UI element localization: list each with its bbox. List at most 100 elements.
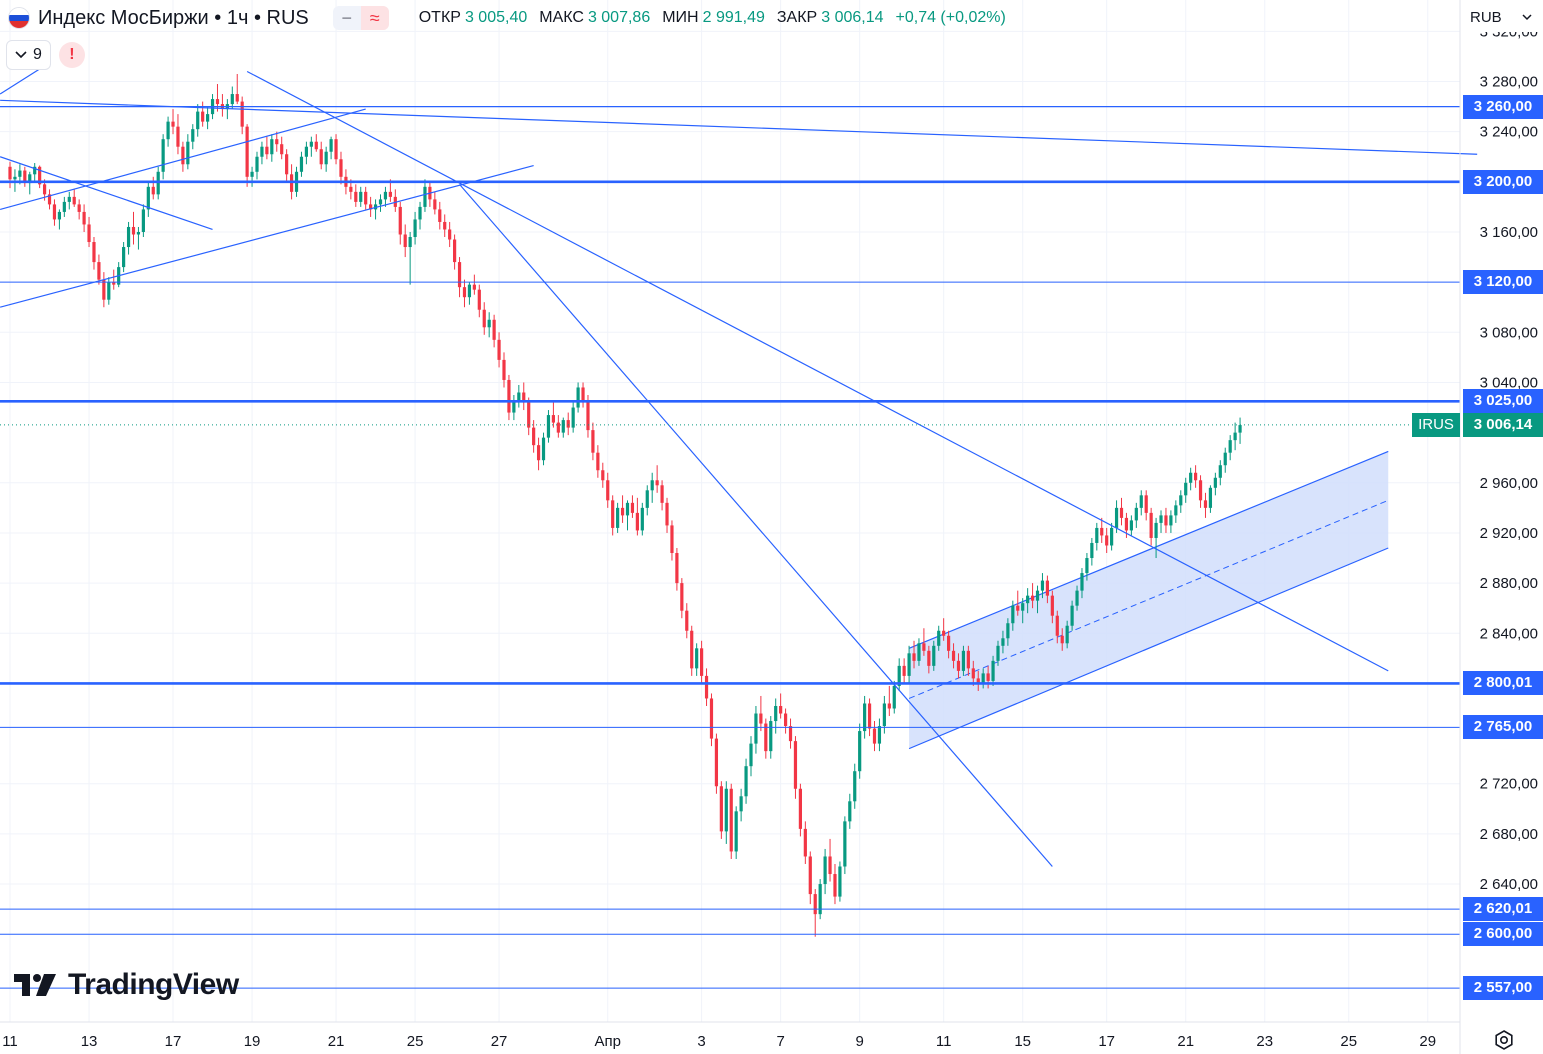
price-axis-label[interactable]: 3 160,00 [1480, 224, 1538, 241]
candle-body [1070, 605, 1074, 626]
channel-fill[interactable] [909, 451, 1389, 749]
time-axis-label[interactable]: 7 [776, 1033, 784, 1050]
candle-body [714, 738, 719, 787]
candle [700, 640, 704, 684]
parallel-channel[interactable] [908, 450, 1389, 750]
level-price-tag[interactable]: 3 260,00 [1463, 94, 1543, 119]
tradingview-logo[interactable]: TradingView [14, 968, 239, 1002]
trendline[interactable] [459, 183, 1053, 867]
candle [1218, 460, 1222, 486]
symbol-title[interactable]: Индекс МосБиржи • 1ч • RUS [38, 6, 309, 29]
price-axis-label[interactable]: 2 640,00 [1480, 876, 1538, 893]
time-axis-label[interactable]: 17 [165, 1033, 182, 1050]
candle [808, 851, 812, 905]
candle-body [423, 186, 427, 207]
time-axis-label[interactable]: 9 [856, 1033, 864, 1050]
candle-body [270, 139, 274, 155]
candle-body [1021, 603, 1025, 611]
trendlines-layer[interactable] [0, 68, 1478, 867]
candle-body [1026, 595, 1030, 604]
candle-body [606, 480, 610, 501]
candle-body [1194, 472, 1198, 481]
ohlc-high-value: 3 007,86 [587, 9, 651, 26]
time-axis-label[interactable]: 11 [936, 1033, 952, 1050]
time-axis-label[interactable]: 21 [328, 1033, 345, 1050]
candle [1194, 465, 1198, 488]
level-price-tag[interactable]: 2 557,00 [1463, 976, 1543, 1001]
chart-settings-button[interactable] [1490, 1026, 1518, 1054]
time-axis-label[interactable]: 25 [407, 1033, 424, 1050]
level-price-tag[interactable]: 3 025,00 [1463, 389, 1543, 414]
candle [146, 181, 150, 217]
time-axis-label[interactable]: 21 [1177, 1033, 1194, 1050]
price-axis-label[interactable]: 2 920,00 [1480, 525, 1538, 542]
level-price-tag[interactable]: 2 600,00 [1463, 922, 1543, 947]
warning-icon[interactable]: ! [58, 42, 85, 68]
channel-upper-line[interactable] [908, 450, 1389, 649]
candle [650, 472, 654, 503]
candle [334, 134, 338, 165]
candle [260, 141, 264, 165]
price-axis-label[interactable]: 3 080,00 [1480, 324, 1538, 341]
time-axis[interactable]: 11 13 17 19 21 25 27 Апр 3 7 9 11 15 17 21 23 25 29 [2, 1033, 1436, 1050]
time-axis-label[interactable]: 17 [1098, 1033, 1115, 1050]
candle-body [1030, 595, 1035, 601]
time-axis-label[interactable]: 11 [2, 1033, 18, 1050]
price-axis-label[interactable]: 2 680,00 [1480, 826, 1538, 843]
time-axis-label[interactable]: 15 [1014, 1033, 1031, 1050]
candle [354, 184, 358, 207]
price-axis-label[interactable]: 2 880,00 [1480, 575, 1538, 592]
trendline[interactable] [0, 156, 213, 231]
time-axis-label[interactable]: 13 [81, 1033, 98, 1050]
price-axis[interactable]: 3 320,003 280,003 240,003 160,003 080,00… [1480, 23, 1538, 893]
candle-body [215, 99, 220, 105]
chart-type-pill[interactable]: − ≈ [332, 6, 389, 30]
level-price-tag[interactable]: 3 120,00 [1463, 270, 1543, 295]
candle [1213, 472, 1217, 496]
level-price-tag[interactable]: 3 200,00 [1463, 169, 1543, 194]
last-price-tag: 3 006,14 [1463, 412, 1543, 437]
candle [245, 124, 249, 187]
channel-mid-line[interactable] [908, 499, 1389, 699]
candle [186, 134, 190, 170]
candle-body [922, 643, 926, 651]
price-axis-label[interactable]: 3 240,00 [1480, 124, 1538, 141]
level-price-tag[interactable]: 2 765,00 [1463, 715, 1543, 740]
candle [309, 136, 313, 157]
candle [1060, 628, 1064, 651]
level-price-tag[interactable]: 2 800,01 [1463, 671, 1543, 696]
currency-select[interactable]: RUB [1462, 2, 1540, 32]
candle [551, 402, 555, 428]
indicators-toggle-button[interactable]: 9 [6, 40, 51, 70]
price-axis-label[interactable]: 2 720,00 [1480, 776, 1538, 793]
price-axis-label[interactable]: 3 040,00 [1480, 374, 1538, 391]
time-axis-label[interactable]: Апр [594, 1033, 620, 1050]
time-axis-label[interactable]: 3 [697, 1033, 705, 1050]
horizontal-levels[interactable] [0, 105, 1460, 989]
trendline[interactable] [0, 164, 534, 308]
price-axis-label[interactable]: 2 840,00 [1480, 625, 1538, 642]
time-axis-label[interactable]: 23 [1256, 1033, 1273, 1050]
price-axis-label[interactable]: 3 280,00 [1480, 74, 1538, 91]
price-axis-label[interactable]: 2 960,00 [1480, 475, 1538, 492]
compare-wave-icon[interactable]: ≈ [360, 6, 389, 30]
candle [240, 96, 244, 135]
time-axis-label[interactable]: 25 [1340, 1033, 1357, 1050]
candle [1100, 517, 1104, 543]
trendline[interactable] [246, 70, 1389, 672]
trendline[interactable] [0, 68, 40, 95]
time-axis-label[interactable]: 27 [491, 1033, 508, 1050]
time-axis-label[interactable]: 29 [1419, 1033, 1436, 1050]
trendline[interactable] [0, 99, 1478, 155]
level-price-tag[interactable]: 2 620,01 [1463, 897, 1543, 922]
time-axis-label[interactable]: 19 [244, 1033, 261, 1050]
candle-body [902, 665, 906, 676]
candle-body [378, 199, 383, 205]
channel-lower-line[interactable] [908, 547, 1389, 750]
hide-minus-icon[interactable]: − [341, 7, 352, 28]
candle-body [67, 196, 71, 202]
trendline[interactable] [0, 108, 366, 210]
candle-body [863, 703, 867, 732]
candle [304, 141, 308, 165]
